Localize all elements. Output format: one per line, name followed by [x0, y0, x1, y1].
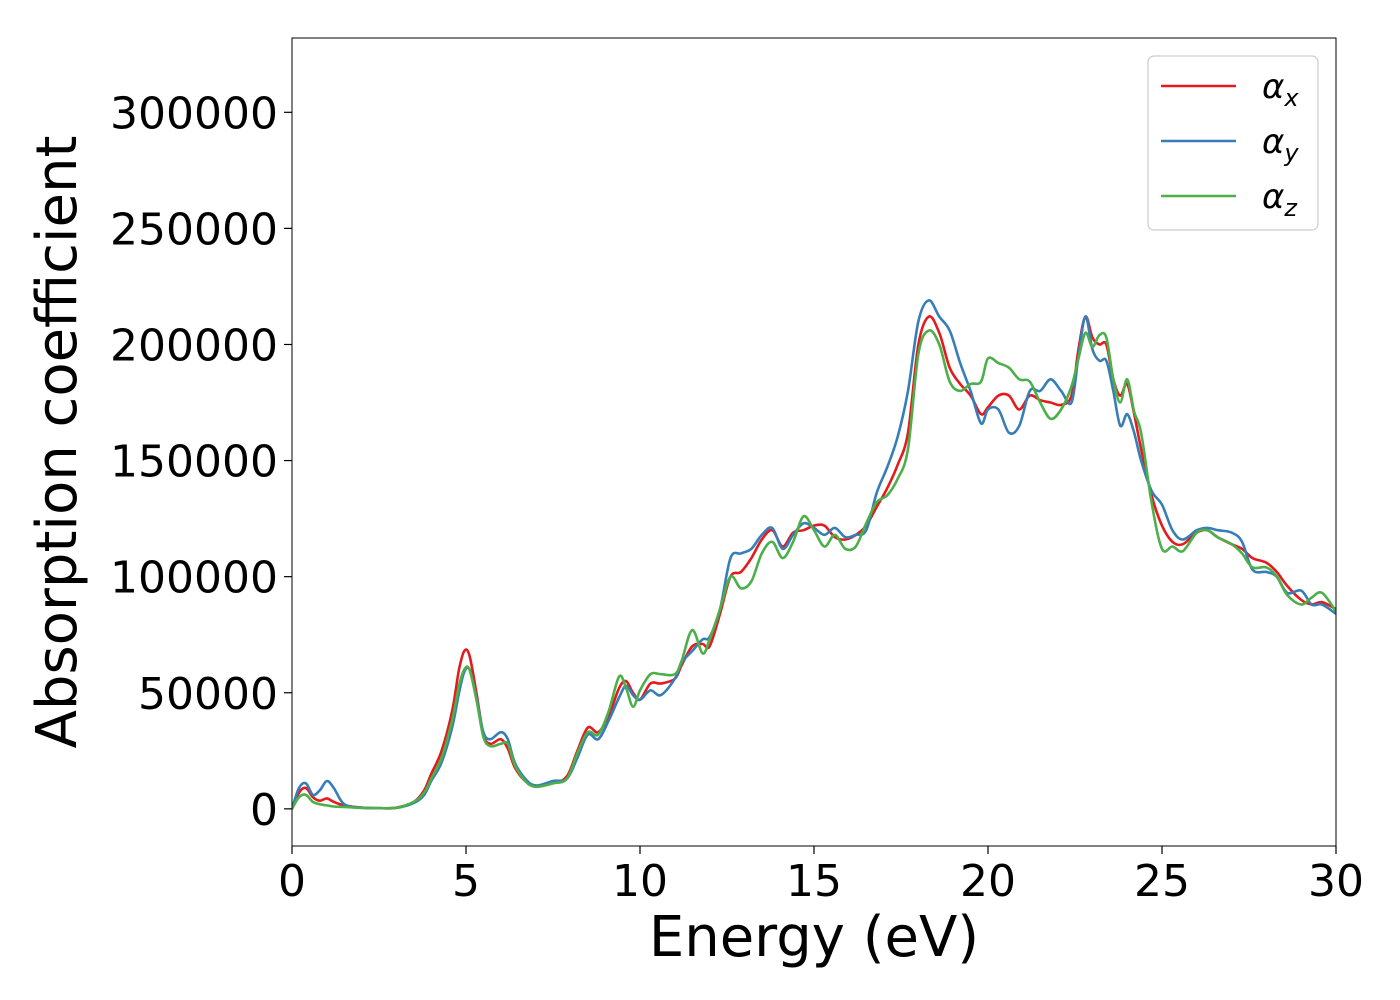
- y-tick-label: 50000: [138, 669, 278, 720]
- x-tick-label: 20: [960, 856, 1016, 907]
- y-axis-title: Absorption coefficient: [25, 136, 90, 749]
- x-tick-label: 15: [786, 856, 842, 907]
- x-axis: 0 5 10 15 20 25 30: [278, 846, 1364, 907]
- x-tick-label: 25: [1134, 856, 1190, 907]
- x-tick-label: 0: [278, 856, 306, 907]
- y-tick-label: 100000: [110, 553, 278, 604]
- y-tick-label: 200000: [110, 320, 278, 371]
- series-line-z: [292, 329, 1336, 810]
- legend-label-x: αx: [1262, 67, 1299, 112]
- legend-label-z: αz: [1262, 177, 1298, 222]
- series-line-x: [292, 315, 1336, 810]
- legend-box: [1147, 55, 1319, 231]
- y-tick-label: 250000: [110, 204, 278, 255]
- x-tick-label: 30: [1308, 856, 1364, 907]
- series-layer: [292, 299, 1336, 810]
- x-tick-label: 5: [452, 856, 480, 907]
- x-tick-label: 10: [612, 856, 668, 907]
- x-axis-title: Energy (eV): [649, 905, 979, 970]
- y-tick-label: 150000: [110, 437, 278, 488]
- legend: αx αy αz: [1147, 55, 1319, 231]
- y-axis: 0 50000 100000 150000 200000 250000 300000: [110, 88, 292, 836]
- y-tick-label: 0: [250, 785, 278, 836]
- legend-label-y: αy: [1262, 122, 1299, 167]
- y-tick-label: 300000: [110, 88, 278, 139]
